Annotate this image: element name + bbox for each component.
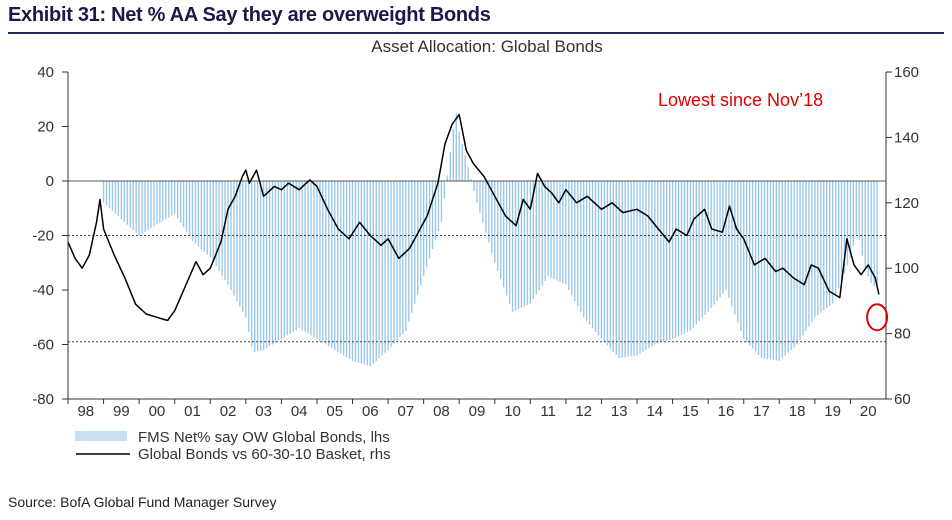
- title-rule: [8, 32, 944, 34]
- x-tick-label: 16: [718, 403, 735, 420]
- chart-title: Asset Allocation: Global Bonds: [371, 37, 603, 56]
- x-tick-label: 04: [291, 403, 308, 420]
- right-tick-label: 160: [894, 64, 919, 81]
- annotation-circle: [866, 303, 889, 332]
- x-tick-label: 08: [433, 403, 450, 420]
- x-tick-label: 13: [611, 403, 628, 420]
- right-tick-label: 120: [894, 195, 919, 212]
- x-tick-label: 05: [326, 403, 343, 420]
- x-tick-label: 10: [504, 403, 521, 420]
- right-tick-label: 140: [894, 129, 919, 146]
- x-tick-label: 12: [575, 403, 592, 420]
- legend-label-line: Global Bonds vs 60-30-10 Basket, rhs: [138, 446, 391, 463]
- x-tick-label: 03: [255, 403, 272, 420]
- series-line: [67, 113, 880, 322]
- x-tick-label: 17: [753, 403, 770, 420]
- x-tick-label: 98: [77, 403, 94, 420]
- exhibit-title: Exhibit 31: Net % AA Say they are overwe…: [8, 4, 491, 26]
- left-tick-label: 0: [46, 173, 54, 190]
- chart: Asset Allocation: Global Bonds 40 20 0 -20 -4…: [32, 37, 919, 463]
- x-tick-label: 00: [149, 403, 166, 420]
- x-tick-label: 19: [824, 403, 841, 420]
- left-tick-label: -20: [32, 228, 54, 245]
- x-tick-label: 18: [789, 403, 806, 420]
- x-tick-label: 06: [362, 403, 379, 420]
- x-tick-label: 99: [113, 403, 130, 420]
- legend-label-bars: FMS Net% say OW Global Bonds, lhs: [138, 429, 390, 446]
- left-tick-label: -80: [32, 391, 54, 408]
- x-tick-label: 01: [184, 403, 201, 420]
- x-tick-label: 09: [469, 403, 486, 420]
- x-tick-label: 02: [220, 403, 237, 420]
- left-tick-label: -40: [32, 282, 54, 299]
- x-tick-label: 20: [860, 403, 877, 420]
- right-tick-label: 80: [894, 326, 911, 343]
- left-tick-label: 40: [37, 64, 54, 81]
- right-tick-label: 100: [894, 260, 919, 277]
- source-note: Source: BofA Global Fund Manager Survey: [8, 494, 277, 510]
- left-tick-label: 20: [37, 119, 54, 136]
- right-tick-label: 60: [894, 391, 911, 408]
- x-tick-label: 07: [398, 403, 415, 420]
- x-tick-label: 14: [646, 403, 663, 420]
- x-tick-label: 15: [682, 403, 699, 420]
- x-tick-label: 11: [540, 403, 556, 420]
- annotation-text: Lowest since Nov’18: [658, 90, 823, 110]
- left-tick-label: -60: [32, 337, 54, 354]
